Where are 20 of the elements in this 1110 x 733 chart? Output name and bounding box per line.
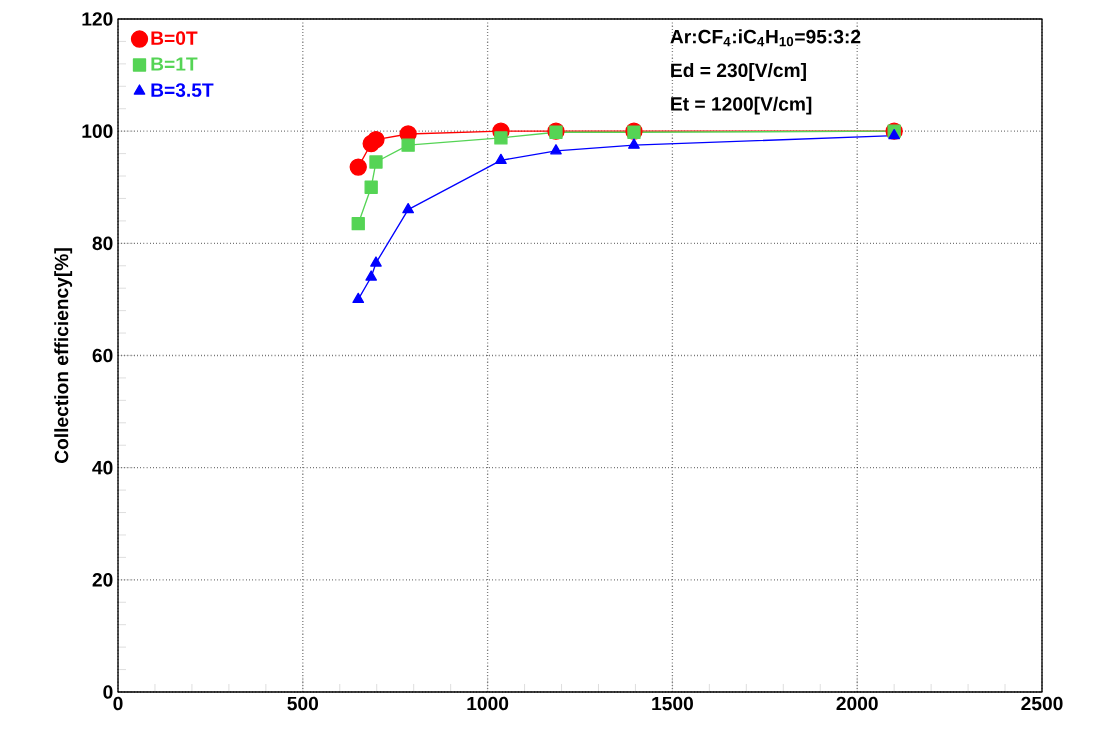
- legend-label: B=0T: [151, 31, 198, 45]
- y-tick-label: 60: [92, 348, 113, 363]
- y-tick-label: 120: [82, 12, 113, 26]
- x-tick-label: 2500: [1021, 696, 1063, 711]
- y-tick-label: 80: [92, 236, 113, 251]
- legend-label: B=1T: [151, 57, 198, 71]
- legend-label: B=3.5T: [151, 83, 214, 97]
- x-tick-label: 1500: [652, 696, 693, 711]
- y-tick-label: 20: [92, 573, 113, 587]
- y-tick-label: 0: [103, 685, 113, 699]
- x-tick-label: 0: [113, 696, 123, 711]
- y-axis-title: Collection efficiency[%]: [54, 248, 73, 463]
- x-tick-label: 500: [287, 696, 319, 711]
- annotation: Et = 1200[V/cm]: [671, 96, 812, 115]
- x-tick-label: 2000: [836, 696, 878, 711]
- annotation: Ed = 230[V/cm]: [671, 63, 806, 81]
- y-tick-label: 40: [92, 460, 113, 475]
- x-tick-label: 1000: [467, 696, 509, 711]
- y-tick-label: 100: [82, 124, 113, 138]
- annotation: Ar:CF$_{4}$:iC$_{4}$H$_{10}$=95:3:2: [670, 29, 861, 47]
